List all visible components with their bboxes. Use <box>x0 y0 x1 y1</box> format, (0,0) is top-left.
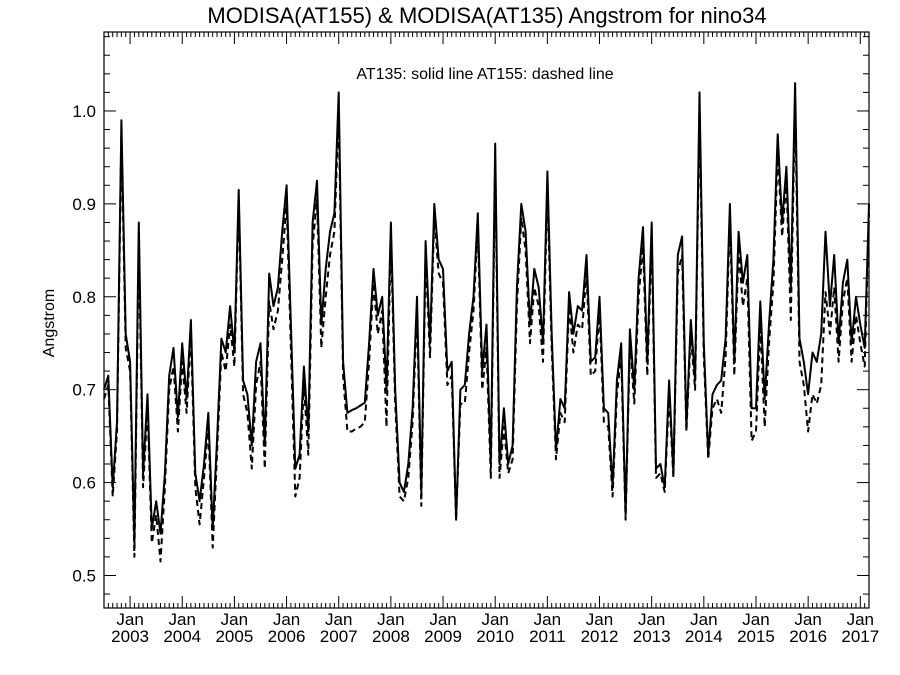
x-tick-label-year: 2011 <box>529 627 566 646</box>
y-axis: 0.5 0.6 0.7 0.8 0.9 1.0 <box>72 36 869 595</box>
x-tick-label-year: 2014 <box>685 627 723 646</box>
x-tick-label-year: 2008 <box>372 627 410 646</box>
y-tick-label: 0.5 <box>72 566 96 585</box>
x-tick-label-month: Jan <box>273 610 300 629</box>
x-tick-label-month: Jan <box>847 610 874 629</box>
x-tick-label-month: Jan <box>221 610 248 629</box>
x-tick-label-month: Jan <box>534 610 561 629</box>
x-axis: Jan2003Jan2004Jan2005Jan2006Jan2007Jan20… <box>103 32 879 646</box>
series-lines <box>103 82 870 563</box>
y-tick-label: 0.8 <box>72 288 96 307</box>
x-tick-label-year: 2013 <box>633 627 671 646</box>
y-axis-label: Angstrom <box>41 289 58 357</box>
x-tick-label-month: Jan <box>690 610 717 629</box>
x-tick-label-year: 2007 <box>320 627 358 646</box>
x-tick-label-year: 2017 <box>841 627 879 646</box>
y-tick-label: 0.9 <box>72 195 96 214</box>
x-tick-label-month: Jan <box>116 610 143 629</box>
x-tick-label-month: Jan <box>325 610 352 629</box>
x-tick-label-month: Jan <box>481 610 508 629</box>
plot-frame <box>103 31 870 609</box>
x-tick-label-year: 2015 <box>737 627 775 646</box>
x-tick-label-year: 2016 <box>789 627 827 646</box>
y-tick-label: 0.6 <box>72 474 96 493</box>
x-tick-label-month: Jan <box>794 610 821 629</box>
x-tick-label-month: Jan <box>377 610 404 629</box>
x-tick-label-year: 2009 <box>424 627 462 646</box>
x-tick-label-year: 2012 <box>581 627 619 646</box>
chart-title: MODISA(AT155) & MODISA(AT135) Angstrom f… <box>207 3 766 28</box>
x-tick-label-year: 2006 <box>268 627 306 646</box>
y-tick-label: 1.0 <box>72 102 96 121</box>
x-tick-label-year: 2003 <box>111 627 149 646</box>
x-tick-label-year: 2004 <box>163 627 201 646</box>
x-tick-label-month: Jan <box>169 610 196 629</box>
series-line-at155 <box>103 100 870 563</box>
x-tick-label-month: Jan <box>638 610 665 629</box>
x-tick-label-month: Jan <box>429 610 456 629</box>
x-tick-label-month: Jan <box>742 610 769 629</box>
y-tick-label: 0.7 <box>72 381 96 400</box>
x-tick-label-month: Jan <box>586 610 613 629</box>
series-line-at135 <box>103 82 870 544</box>
x-tick-label-year: 2005 <box>215 627 253 646</box>
x-tick-label-year: 2010 <box>476 627 514 646</box>
series-style-annotation: AT135: solid line AT155: dashed line <box>356 66 613 83</box>
